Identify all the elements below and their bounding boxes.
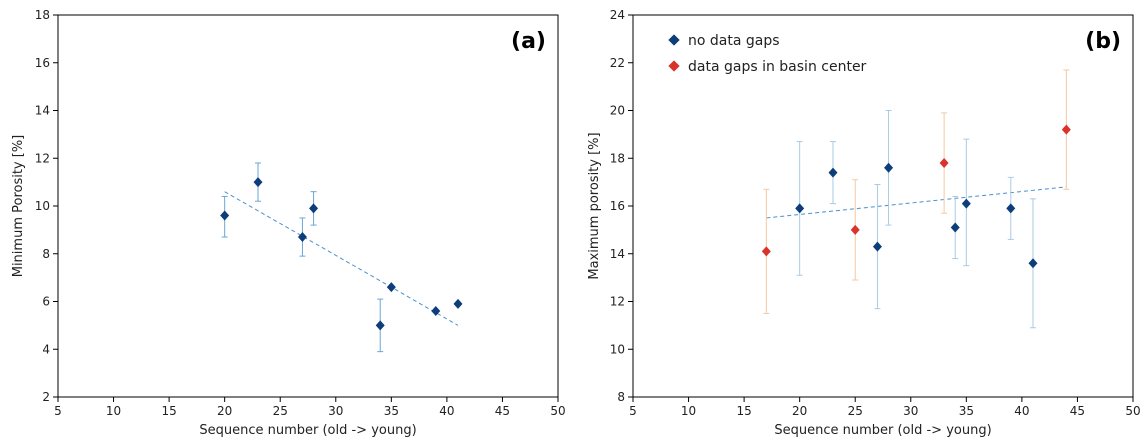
y-tick-label: 16 [610, 199, 625, 213]
tick-group-b: 5 10 15 20 25 30 35 40 45 50 8 10 12 14 16 18 20 22 24 [610, 8, 1141, 418]
marks-group-a [220, 162, 463, 353]
x-tick-label: 40 [439, 404, 454, 418]
data-point [884, 162, 894, 173]
x-tick-label: 10 [681, 404, 696, 418]
y-tick-label: 22 [610, 56, 625, 70]
x-tick-label: 20 [792, 404, 807, 418]
data-point [961, 198, 971, 209]
y-tick-label: 6 [42, 295, 50, 309]
legend-marker-data-gaps [668, 60, 680, 72]
x-tick-label: 30 [903, 404, 918, 418]
y-tick-label: 12 [35, 151, 50, 165]
trendline [224, 191, 459, 326]
x-tick-label: 45 [495, 404, 510, 418]
trendline [766, 186, 1067, 219]
data-point [1028, 258, 1038, 269]
x-tick-label: 30 [328, 404, 343, 418]
x-tick-label: 50 [1125, 404, 1140, 418]
legend-label-data-gaps: data gaps in basin center [688, 59, 867, 75]
x-tick-label: 35 [384, 404, 399, 418]
data-point [950, 222, 960, 233]
y-tick-label: 8 [617, 390, 625, 404]
plot-frame-a [57, 14, 559, 398]
legend-marker-no-data-gaps [668, 34, 680, 46]
y-axis-label-a: Minimum Porosity [%] [11, 135, 26, 278]
x-tick-label: 15 [736, 404, 751, 418]
y-tick-label: 16 [35, 56, 50, 70]
y-tick-label: 12 [610, 295, 625, 309]
data-point [375, 320, 385, 331]
panel-a: 5 10 15 20 25 30 35 40 45 50 2 4 6 8 10 12 14 16 18 Minimu… [11, 8, 566, 438]
x-axis-label-a: Sequence number (old -> young) [199, 423, 416, 438]
y-tick-label: 10 [610, 342, 625, 356]
x-tick-label: 25 [848, 404, 863, 418]
data-point [309, 203, 319, 214]
x-tick-label: 5 [54, 404, 62, 418]
y-tick-label: 18 [610, 151, 625, 165]
legend-label-no-data-gaps: no data gaps [688, 33, 780, 49]
data-point [828, 167, 838, 178]
y-axis-label-b: Maximum porosity [%] [587, 132, 602, 279]
panel-label-a: (a) [511, 29, 546, 54]
data-point [431, 306, 441, 317]
data-point [939, 158, 949, 169]
x-tick-label: 35 [959, 404, 974, 418]
x-axis-label-b: Sequence number (old -> young) [774, 423, 991, 438]
y-tick-label: 14 [610, 247, 625, 261]
y-tick-label: 18 [35, 8, 50, 22]
data-point [795, 203, 805, 214]
x-tick-label: 50 [550, 404, 565, 418]
x-tick-label: 10 [106, 404, 121, 418]
data-point [872, 241, 882, 252]
y-tick-label: 10 [35, 199, 50, 213]
data-point [850, 224, 860, 235]
y-tick-label: 14 [35, 104, 50, 118]
panel-label-b: (b) [1085, 29, 1121, 54]
data-point [297, 232, 307, 243]
y-tick-label: 8 [42, 247, 50, 261]
data-point [253, 177, 263, 188]
marks-group-b [761, 69, 1071, 329]
data-point [386, 282, 396, 293]
data-point [761, 246, 771, 257]
x-tick-label: 40 [1014, 404, 1029, 418]
x-tick-label: 25 [273, 404, 288, 418]
panel-b: 5 10 15 20 25 30 35 40 45 50 8 10 12 14 16 18 20 22 24 Max… [587, 8, 1141, 438]
y-tick-label: 20 [610, 104, 625, 118]
data-point [220, 210, 230, 221]
x-tick-label: 45 [1070, 404, 1085, 418]
x-tick-label: 15 [161, 404, 176, 418]
x-tick-label: 20 [217, 404, 232, 418]
data-point [1006, 203, 1016, 214]
x-tick-label: 5 [629, 404, 637, 418]
data-point [453, 298, 463, 309]
legend: no data gaps data gaps in basin center [668, 33, 867, 75]
y-tick-label: 2 [42, 390, 50, 404]
y-tick-label: 24 [610, 8, 625, 22]
tick-group-a: 5 10 15 20 25 30 35 40 45 50 2 4 6 8 10 12 14 16 18 [35, 8, 566, 418]
data-point [1061, 124, 1071, 135]
y-tick-label: 4 [42, 342, 50, 356]
